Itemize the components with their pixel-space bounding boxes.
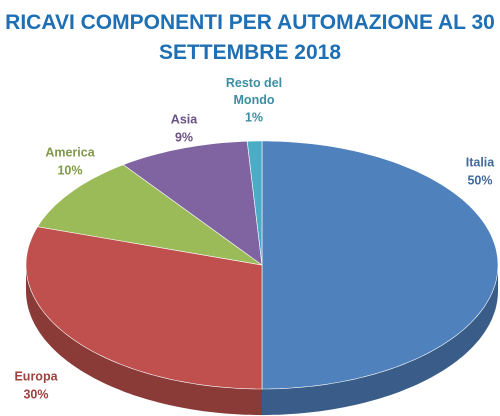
data-label-value: 50% [467,173,492,187]
chart-title: RICAVI COMPONENTI PER AUTOMAZIONE AL 30 … [5,11,495,64]
data-label-value: 1% [245,110,263,124]
slice [37,164,263,266]
slice [25,226,263,390]
slice [246,140,263,266]
slice [122,140,263,266]
data-label-name: Resto del Mondo [226,76,282,107]
slice-side [26,265,262,415]
data-label-value: 30% [23,387,48,401]
data-label-name: America [45,145,95,159]
slice-side [262,265,498,415]
data-label-value: 9% [175,130,193,144]
data-label-name: Europa [14,369,58,383]
data-label-name: Italia [466,155,496,169]
data-label-name: Asia [171,112,198,126]
data-label-value: 10% [57,163,82,177]
slice [261,140,499,390]
